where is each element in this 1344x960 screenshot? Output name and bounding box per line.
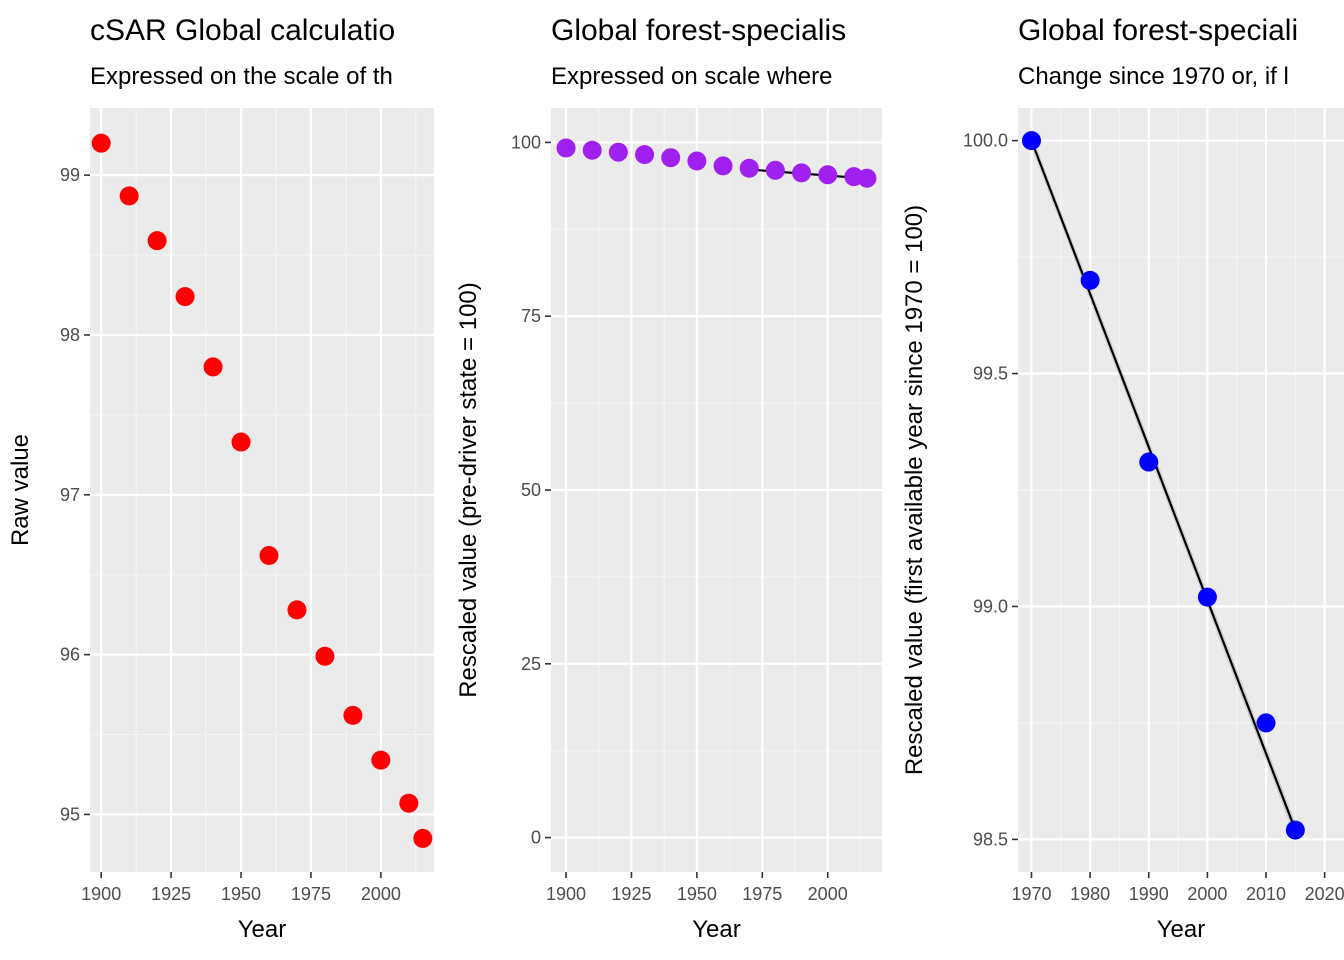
y-tick-label: 98 [60,325,80,345]
y-tick-label: 99 [60,165,80,185]
y-axis: 98.5 99.0 99.5 100.0 [963,131,1018,849]
x-tick-label: 1950 [221,884,261,904]
data-point [1139,452,1159,472]
y-tick-label: 99.5 [973,364,1008,384]
x-axis: 1900 1925 1950 1975 2000 [546,872,848,904]
y-axis-title: Rescaled value (pre-driver state = 100) [455,282,482,698]
data-point [119,186,139,206]
chart-subtitle: Expressed on the scale of th [90,63,393,90]
chart-subtitle: Expressed on scale where [551,63,832,90]
x-tick-label: 1925 [611,884,651,904]
plot-background [90,108,434,872]
x-tick-label: 1980 [1070,884,1110,904]
y-axis: 95 96 97 98 99 [60,165,90,824]
data-point [1021,131,1041,151]
data-point [1197,587,1217,607]
data-point [287,600,307,620]
chart-title: Global forest-speciali [1018,14,1298,47]
x-tick-label: 1925 [151,884,191,904]
chart-title: cSAR Global calculatio [90,14,395,47]
data-points [556,138,877,188]
panel-3: Global forest-speciali Change since 1970 … [901,14,1344,943]
x-tick-label: 2000 [1187,884,1227,904]
major-gridlines [551,108,882,872]
x-tick-label: 1900 [546,884,586,904]
x-tick-label: 2000 [808,884,848,904]
trend-line [1030,140,1297,831]
y-tick-label: 25 [521,654,541,674]
y-axis-title: Raw value [7,434,34,546]
y-tick-label: 96 [60,645,80,665]
x-axis: 1970 1980 1990 2000 2010 2020 [1011,872,1344,904]
x-axis-title: Year [692,916,741,943]
data-point [556,138,576,158]
data-point [792,163,812,183]
x-tick-label: 1990 [1129,884,1169,904]
x-tick-label: 1950 [677,884,717,904]
data-point [91,133,111,153]
data-points [91,133,433,848]
data-point [608,142,628,162]
data-point [203,357,223,377]
chart-title: Global forest-specialis [551,14,846,47]
data-point [687,151,707,171]
x-tick-label: 2000 [361,884,401,904]
x-tick-label: 1900 [81,884,121,904]
major-gridlines [90,108,434,872]
y-axis: 0 25 50 75 100 [511,132,551,848]
data-point [1256,713,1276,733]
minor-gridlines [1018,108,1344,872]
data-point [857,168,877,188]
panel-2: Global forest-specialis Expressed on scal… [455,14,882,943]
data-point [231,432,251,452]
y-tick-label: 0 [531,828,541,848]
y-tick-label: 98.5 [973,829,1008,849]
y-axis-title: Rescaled value (first available year sin… [901,205,928,775]
y-tick-label: 100 [511,132,541,152]
x-axis: 1900 1925 1950 1975 2000 [81,872,401,904]
data-point [765,160,785,180]
data-point [315,646,335,666]
data-point [818,165,838,185]
x-tick-label: 2010 [1246,884,1286,904]
y-tick-label: 75 [521,306,541,326]
chart-subtitle: Change since 1970 or, if l [1018,63,1289,90]
data-point [661,148,681,168]
data-point [739,158,759,178]
x-tick-label: 1975 [742,884,782,904]
data-point [259,546,279,566]
data-point [371,750,391,770]
y-tick-label: 50 [521,480,541,500]
y-tick-label: 99.0 [973,596,1008,616]
x-tick-label: 2020 [1305,884,1344,904]
data-point [343,705,363,725]
y-tick-label: 100.0 [963,131,1008,151]
data-point [413,828,433,848]
x-tick-label: 1975 [291,884,331,904]
minor-gridlines [90,108,434,872]
data-point [175,287,195,307]
y-tick-label: 95 [60,804,80,824]
data-point [399,793,419,813]
data-points [1021,131,1305,840]
data-point [147,231,167,251]
data-point [635,145,655,165]
y-tick-label: 97 [60,485,80,505]
data-point [582,140,602,160]
panel-1: cSAR Global calculatio Expressed on the s… [7,14,434,943]
x-tick-label: 1970 [1011,884,1051,904]
data-point [1285,820,1305,840]
data-point [713,156,733,176]
data-point [1080,270,1100,290]
major-gridlines [1018,108,1344,872]
x-axis-title: Year [1157,916,1206,943]
x-axis-title: Year [238,916,287,943]
